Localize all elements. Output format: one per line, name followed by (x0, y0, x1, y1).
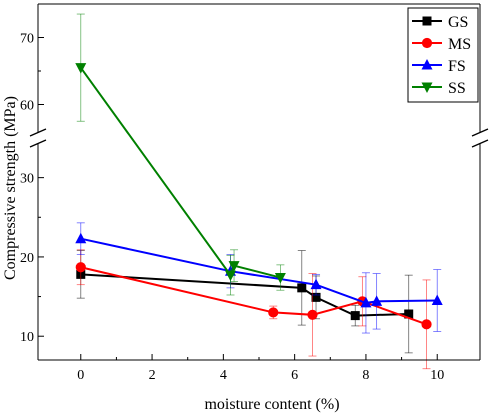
data-point-fs-4 (371, 295, 383, 306)
legend-marker-ss (421, 82, 433, 93)
x-tick-label: 6 (291, 368, 298, 383)
legend-marker-gs (422, 16, 432, 26)
legend-label-gs: GS (448, 14, 468, 31)
data-point-ms-1 (268, 307, 279, 318)
axis-break-mark-right (471, 128, 489, 137)
series-line-fs (80, 237, 438, 304)
x-tick-label: 4 (220, 368, 227, 383)
data-point-gs-2 (311, 292, 321, 302)
data-point-gs-4 (404, 309, 414, 319)
y-tick-label: 20 (20, 251, 34, 266)
data-point-ss-1 (224, 270, 236, 282)
legend-label-ss: SS (448, 80, 466, 97)
series-line-ss (79, 67, 281, 279)
data-point-gs-3 (350, 311, 360, 321)
plot-area (75, 13, 443, 370)
y-tick-label: 60 (20, 99, 34, 114)
axis-break-mark-left (29, 139, 47, 148)
x-tick-label: 10 (430, 368, 444, 383)
legend-marker-ms (421, 37, 433, 49)
y-tick-label: 30 (20, 172, 34, 187)
axis-break-mark-left (29, 128, 47, 137)
series-line-gs (80, 273, 409, 317)
y-axis-title: Compressive strength (MPa) (2, 96, 19, 280)
data-point-ms-2 (307, 309, 318, 320)
y-tick-label: 10 (20, 330, 34, 345)
legend-label-fs: FS (448, 58, 466, 75)
x-tick-label: 2 (149, 368, 156, 383)
data-point-ss-3 (274, 273, 286, 284)
data-point-fs-5 (431, 294, 443, 306)
data-point-ss-0 (75, 63, 87, 74)
axes: 0 2 4 6 8 10 10 20 30 60 70 (20, 3, 489, 383)
x-tick-label: 8 (362, 368, 369, 383)
data-point-ss-2 (228, 261, 240, 272)
data-point-fs-0 (75, 232, 87, 244)
legend: GS MS FS SS (407, 7, 479, 103)
data-point-gs-1 (297, 283, 307, 293)
data-point-ms-4 (421, 319, 432, 330)
data-point-fs-3 (360, 296, 372, 308)
axis-break-mark-right (471, 139, 489, 148)
y-tick-label: 70 (20, 32, 34, 47)
data-point-ms-0 (75, 262, 86, 273)
data-point-fs-2 (310, 278, 322, 290)
x-tick-label: 0 (77, 368, 84, 383)
legend-marker-fs (421, 59, 433, 70)
x-axis-title: moisture content (%) (204, 396, 339, 413)
legend-label-ms: MS (448, 36, 471, 53)
